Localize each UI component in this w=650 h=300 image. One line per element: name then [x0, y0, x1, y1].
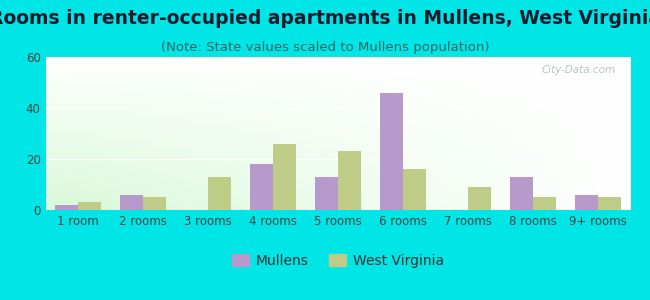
Bar — [315, 177, 338, 210]
Bar — [575, 195, 598, 210]
Bar — [533, 197, 556, 210]
Legend: Mullens, West Virginia: Mullens, West Virginia — [226, 248, 450, 273]
Bar — [250, 164, 273, 210]
Bar — [120, 195, 143, 210]
Bar — [55, 205, 78, 210]
Bar — [208, 177, 231, 210]
Bar — [468, 187, 491, 210]
Bar — [78, 202, 101, 210]
Text: City-Data.com: City-Data.com — [541, 64, 616, 75]
Bar — [338, 151, 361, 210]
Bar — [273, 144, 296, 210]
Text: Rooms in renter-occupied apartments in Mullens, West Virginia: Rooms in renter-occupied apartments in M… — [0, 9, 650, 28]
Bar — [380, 93, 403, 210]
Bar — [510, 177, 533, 210]
Bar — [403, 169, 426, 210]
Bar — [598, 197, 621, 210]
Bar — [143, 197, 166, 210]
Text: (Note: State values scaled to Mullens population): (Note: State values scaled to Mullens po… — [161, 40, 489, 53]
